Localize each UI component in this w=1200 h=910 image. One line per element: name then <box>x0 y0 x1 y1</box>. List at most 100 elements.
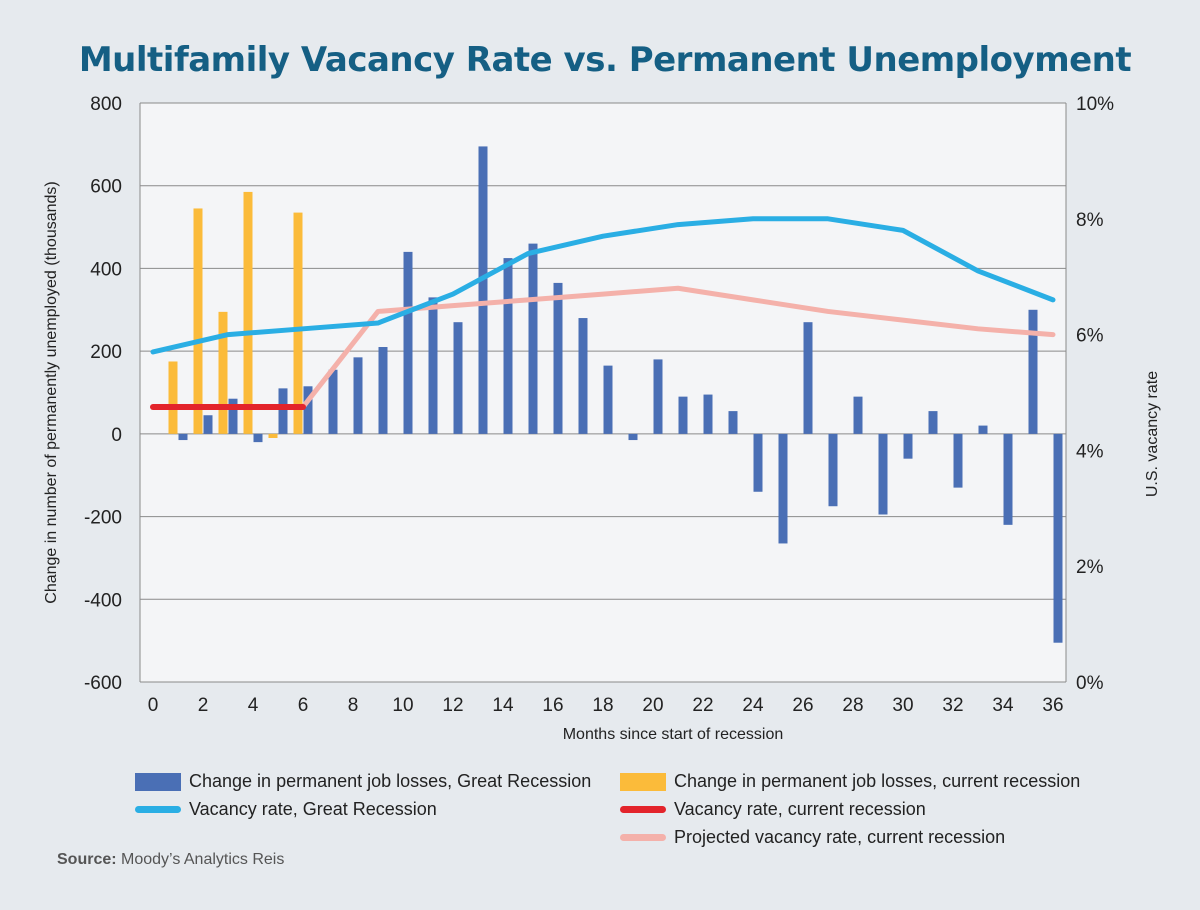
legend-swatch-blue-line <box>135 806 181 813</box>
legend-swatch-pink-line <box>620 834 666 841</box>
legend-item-great-recession-vacancy: Vacancy rate, Great Recession <box>135 799 437 820</box>
bar-great-recession <box>253 433 263 443</box>
legend-swatch-blue-bar <box>135 772 181 791</box>
x-tick-label: 18 <box>592 695 613 716</box>
bar-great-recession <box>878 433 888 515</box>
x-tick-label: 26 <box>792 695 813 716</box>
x-tick-label: 28 <box>842 695 863 716</box>
bar-great-recession <box>753 433 763 492</box>
bar-great-recession <box>953 433 963 488</box>
bar-great-recession <box>228 398 238 434</box>
legend-label: Projected vacancy rate, current recessio… <box>674 827 1006 847</box>
y-axis-label: Change in number of permanently unemploy… <box>43 181 60 603</box>
bar-current-recession <box>268 433 278 438</box>
bar-current-recession <box>293 212 303 434</box>
bar-great-recession <box>478 146 488 434</box>
legend-label: Change in permanent job losses, current … <box>674 771 1081 791</box>
legend-label: Vacancy rate, current recession <box>674 799 926 819</box>
bar-great-recession <box>553 282 563 434</box>
bar-great-recession <box>378 347 388 434</box>
y2-tick-label: 10% <box>1076 94 1114 115</box>
y2-tick-label: 4% <box>1076 441 1104 462</box>
x-tick-label: 6 <box>298 695 309 716</box>
x-tick-label: 34 <box>992 695 1014 716</box>
legend-label: Change in permanent job losses, Great Re… <box>189 771 592 791</box>
bar-great-recession <box>628 433 638 441</box>
y-tick-label: 200 <box>90 342 122 363</box>
bar-great-recession <box>803 322 813 434</box>
bar-great-recession <box>328 369 338 434</box>
bar-great-recession <box>1028 309 1038 434</box>
legend-item-current-recession-bars: Change in permanent job losses, current … <box>620 771 1080 792</box>
bar-great-recession <box>778 433 788 544</box>
bar-great-recession <box>903 433 913 459</box>
bar-great-recession <box>978 425 988 434</box>
bar-great-recession <box>928 411 938 434</box>
bar-great-recession <box>728 411 738 434</box>
y-tick-label: -400 <box>84 590 122 611</box>
y-tick-label: 800 <box>90 94 122 115</box>
line-projected-vacancy <box>300 285 1056 410</box>
source-note: Source: Moody’s Analytics Reis <box>57 851 284 869</box>
bar-current-recession <box>168 361 178 434</box>
y-tick-label: 0 <box>111 425 122 446</box>
legend-item-great-recession-bars: Change in permanent job losses, Great Re… <box>135 771 591 792</box>
x-tick-label: 20 <box>642 695 663 716</box>
source-text: Moody’s Analytics Reis <box>121 851 285 868</box>
legend-swatch-red-line <box>620 806 666 813</box>
x-tick-label: 0 <box>148 695 159 716</box>
bar-great-recession <box>453 322 463 434</box>
x-tick-label: 4 <box>248 695 259 716</box>
bar-great-recession <box>428 297 438 434</box>
legend-swatch-yellow-bar <box>620 772 666 791</box>
bar-great-recession <box>678 396 688 434</box>
y2-tick-label: 0% <box>1076 673 1104 694</box>
y-tick-label: 400 <box>90 259 122 280</box>
bar-great-recession <box>603 365 613 434</box>
x-tick-label: 24 <box>742 695 764 716</box>
bar-current-recession <box>218 311 228 434</box>
y-tick-label: -200 <box>84 508 122 529</box>
x-tick-label: 14 <box>492 695 514 716</box>
bar-great-recession <box>1053 433 1063 643</box>
x-tick-label: 36 <box>1042 695 1063 716</box>
bar-great-recession <box>203 415 213 434</box>
y-tick-label: 600 <box>90 177 122 198</box>
bar-great-recession <box>178 433 188 441</box>
bar-great-recession <box>503 258 513 434</box>
source-label: Source: <box>57 851 117 868</box>
x-tick-label: 8 <box>348 695 359 716</box>
bar-great-recession <box>353 357 363 434</box>
bar-current-recession <box>193 208 203 434</box>
x-tick-label: 16 <box>542 695 563 716</box>
x-tick-label: 30 <box>892 695 913 716</box>
y2-tick-label: 8% <box>1076 210 1104 231</box>
line-vacancy-great-recession <box>150 216 1056 355</box>
y2-tick-label: 2% <box>1076 557 1104 578</box>
y2-tick-label: 6% <box>1076 326 1104 347</box>
y-tick-label: -600 <box>84 673 122 694</box>
bar-great-recession <box>403 251 413 434</box>
x-tick-label: 32 <box>942 695 963 716</box>
bar-great-recession <box>1003 433 1013 525</box>
bar-great-recession <box>578 318 588 434</box>
bar-great-recession <box>278 388 288 434</box>
bar-great-recession <box>303 386 313 434</box>
bar-great-recession <box>703 394 713 434</box>
bar-great-recession <box>828 433 838 507</box>
x-tick-label: 12 <box>442 695 463 716</box>
legend-item-current-vacancy: Vacancy rate, current recession <box>620 799 926 820</box>
x-axis-label: Months since start of recession <box>563 726 784 743</box>
x-tick-label: 22 <box>692 695 713 716</box>
bar-great-recession <box>653 359 663 434</box>
legend-label: Vacancy rate, Great Recession <box>189 799 437 819</box>
legend-item-projected-vacancy: Projected vacancy rate, current recessio… <box>620 827 1005 848</box>
bar-current-recession <box>243 191 253 434</box>
bar-great-recession <box>528 243 538 434</box>
x-tick-label: 10 <box>392 695 413 716</box>
x-tick-label: 2 <box>198 695 209 716</box>
y2-axis-label: U.S. vacancy rate <box>1144 371 1161 497</box>
chart-title: Multifamily Vacancy Rate vs. Permanent U… <box>78 40 1132 80</box>
bar-great-recession <box>853 396 863 434</box>
